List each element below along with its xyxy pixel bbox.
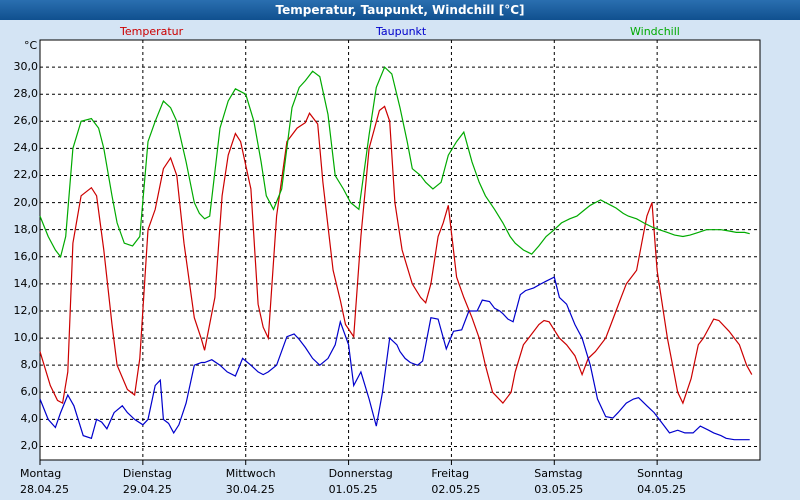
x-tick-date: 02.05.25 <box>431 483 481 496</box>
legend-windchill: Windchill <box>630 25 680 38</box>
legend-taupunkt: Taupunkt <box>376 25 427 38</box>
y-tick-label: 22,0 <box>13 168 39 182</box>
x-tick-date: 03.05.25 <box>534 483 584 496</box>
x-tick-label: Dienstag 29.04.25 <box>123 466 172 498</box>
x-tick-weekday: Montag <box>20 467 62 480</box>
y-tick-label: 16,0 <box>13 249 39 263</box>
x-tick-label: Mittwoch 30.04.25 <box>226 466 276 498</box>
y-tick-label: 18,0 <box>13 222 39 236</box>
x-tick-label: Samstag 03.05.25 <box>534 466 583 498</box>
y-tick-label: 20,0 <box>13 195 39 209</box>
x-tick-weekday: Donnerstag <box>328 467 393 480</box>
x-tick-date: 04.05.25 <box>637 483 687 496</box>
y-tick-label: 4,0 <box>20 412 39 426</box>
x-tick-date: 30.04.25 <box>225 483 275 496</box>
x-tick-label: Donnerstag 01.05.25 <box>329 466 393 498</box>
series-line-taupunkt <box>39 276 750 441</box>
x-tick-label: Montag 28.04.25 <box>20 466 69 498</box>
x-tick-weekday: Samstag <box>534 467 583 480</box>
y-tick-label: 30,0 <box>13 60 39 74</box>
y-tick-label: 8,0 <box>20 358 39 372</box>
y-tick-label: 14,0 <box>13 276 39 290</box>
x-tick-date: 01.05.25 <box>328 483 378 496</box>
chart-title: Temperatur, Taupunkt, Windchill [°C] <box>0 0 800 20</box>
x-tick-weekday: Sonntag <box>637 467 683 480</box>
x-tick-weekday: Freitag <box>431 467 470 480</box>
x-tick-weekday: Dienstag <box>122 467 172 480</box>
y-axis-unit: °C <box>24 39 38 52</box>
x-tick-label: Freitag 02.05.25 <box>431 466 480 498</box>
x-tick-date: 28.04.25 <box>20 483 69 496</box>
y-tick-label: 12,0 <box>13 303 39 317</box>
y-tick-label: 26,0 <box>13 114 39 128</box>
y-tick-label: 28,0 <box>13 87 39 101</box>
x-tick-label: Sonntag 04.05.25 <box>637 466 686 498</box>
plot-background <box>39 39 761 461</box>
y-tick-label: 2,0 <box>20 439 39 453</box>
legend-temperatur: Temperatur <box>120 25 184 38</box>
y-tick-label: 24,0 <box>13 141 39 155</box>
x-tick-date: 29.04.25 <box>122 483 172 496</box>
series-line-temperatur <box>39 105 753 405</box>
series-line-windchill <box>39 66 750 259</box>
y-tick-label: 6,0 <box>20 385 39 399</box>
x-tick-weekday: Mittwoch <box>225 467 276 480</box>
y-tick-label: 10,0 <box>13 331 39 345</box>
